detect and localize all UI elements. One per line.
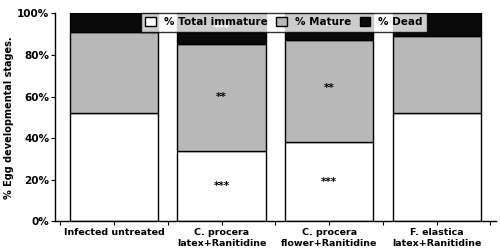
Bar xyxy=(70,113,158,222)
Bar xyxy=(392,113,481,222)
Bar xyxy=(178,44,266,151)
Text: **: ** xyxy=(216,91,227,102)
Bar xyxy=(178,13,266,44)
Y-axis label: % Egg developmental stages.: % Egg developmental stages. xyxy=(4,36,14,199)
Text: ***: *** xyxy=(214,181,230,191)
Bar xyxy=(285,142,373,222)
Bar xyxy=(178,151,266,222)
Bar xyxy=(70,32,158,113)
Bar xyxy=(70,13,158,32)
Bar xyxy=(392,13,481,36)
Bar xyxy=(285,13,373,40)
Legend: % Total immature, % Mature, % Dead: % Total immature, % Mature, % Dead xyxy=(141,13,427,32)
Bar xyxy=(392,36,481,113)
Bar xyxy=(285,40,373,142)
Text: **: ** xyxy=(324,83,334,93)
Text: ***: *** xyxy=(321,177,337,187)
Text: **: ** xyxy=(324,21,334,31)
Text: ***: *** xyxy=(214,23,230,33)
